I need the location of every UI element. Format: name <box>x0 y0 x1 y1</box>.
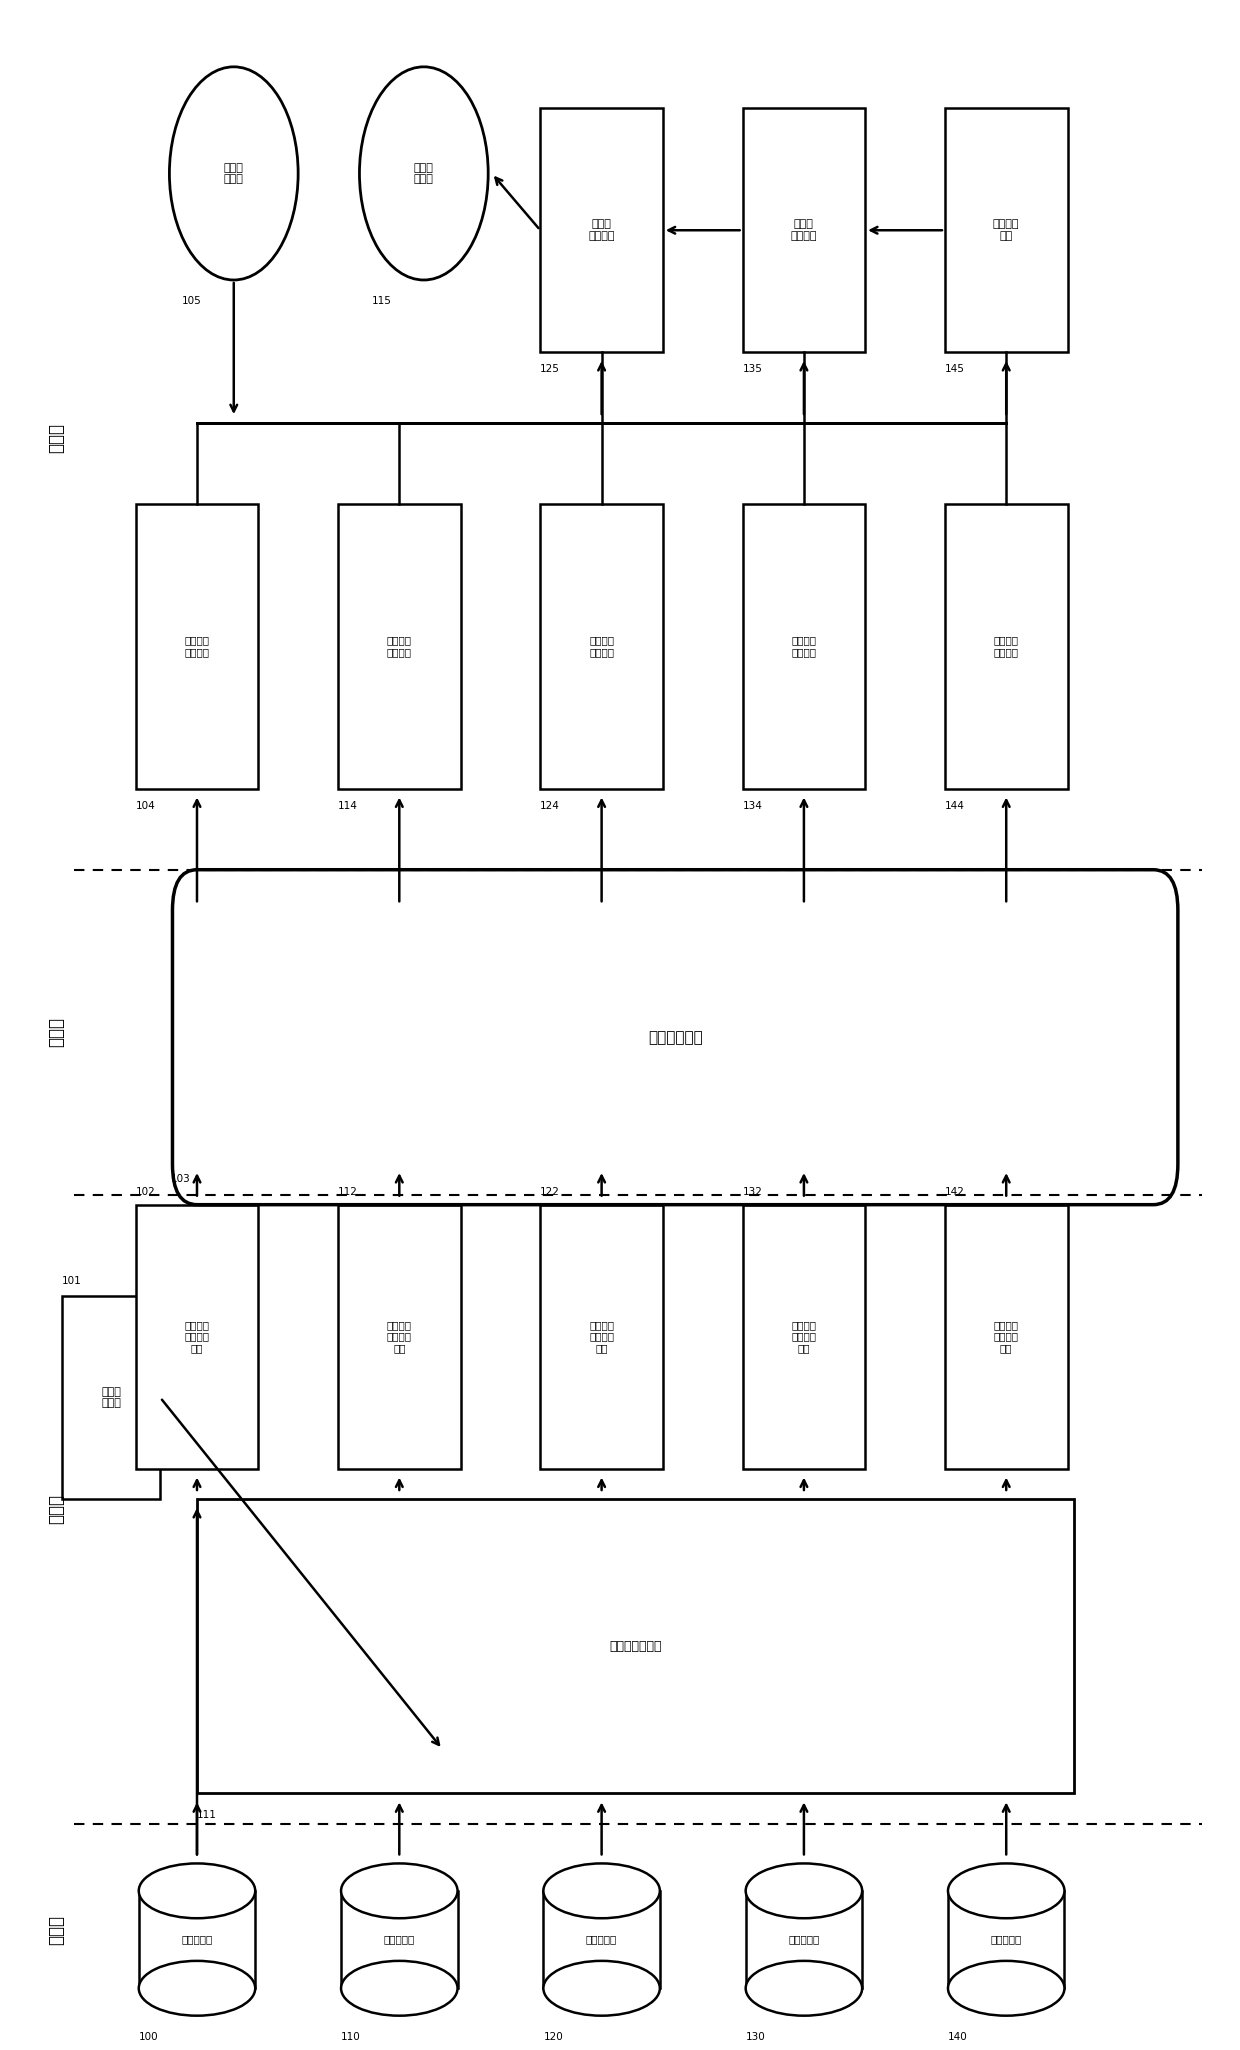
Text: 图片语义
提取模块: 图片语义 提取模块 <box>387 636 412 658</box>
Text: 115: 115 <box>372 297 392 305</box>
Ellipse shape <box>543 1962 660 2015</box>
Text: 数据域: 数据域 <box>47 1915 64 1945</box>
Text: 图片语义
模型训练
模块: 图片语义 模型训练 模块 <box>387 1320 412 1353</box>
Bar <box>339 504 460 789</box>
Bar <box>339 1205 460 1468</box>
Text: 120: 120 <box>543 2032 563 2042</box>
Text: 135: 135 <box>743 365 763 375</box>
Bar <box>135 1205 258 1468</box>
Bar <box>541 1205 663 1468</box>
Text: 其他语义
提取模块: 其他语义 提取模块 <box>993 636 1019 658</box>
Text: 125: 125 <box>541 365 560 375</box>
Bar <box>139 1890 255 1988</box>
Text: 124: 124 <box>541 802 560 810</box>
Text: 144: 144 <box>945 802 965 810</box>
Text: 音频数据集: 音频数据集 <box>587 1935 618 1945</box>
Text: 145: 145 <box>945 365 965 375</box>
Text: 130: 130 <box>745 2032 765 2042</box>
Ellipse shape <box>170 68 298 281</box>
Bar <box>743 504 866 789</box>
Text: 文本数据集: 文本数据集 <box>181 1935 212 1945</box>
Ellipse shape <box>543 1863 660 1919</box>
Text: 图片数据集: 图片数据集 <box>383 1935 415 1945</box>
Text: 文本语义
模型训练
模块: 文本语义 模型训练 模块 <box>185 1320 210 1353</box>
Text: 视频语义
提取模块: 视频语义 提取模块 <box>791 636 816 658</box>
Bar <box>62 1296 160 1499</box>
Bar <box>197 1499 1074 1794</box>
Text: 输入查
询结果: 输入查 询结果 <box>224 162 244 184</box>
Text: 114: 114 <box>339 802 358 810</box>
Ellipse shape <box>139 1962 255 2015</box>
Text: 视频数据集: 视频数据集 <box>789 1935 820 1945</box>
FancyBboxPatch shape <box>172 869 1178 1205</box>
Ellipse shape <box>341 1863 458 1919</box>
Bar <box>341 1890 458 1988</box>
Bar <box>945 109 1068 353</box>
Ellipse shape <box>360 68 489 281</box>
Bar <box>945 1205 1068 1468</box>
Text: 111: 111 <box>197 1810 217 1820</box>
Bar <box>745 1890 862 1988</box>
Text: 104: 104 <box>135 802 155 810</box>
Ellipse shape <box>949 1863 1064 1919</box>
Bar <box>541 504 663 789</box>
Ellipse shape <box>949 1962 1064 2015</box>
Text: 110: 110 <box>341 2032 361 2042</box>
Text: 103: 103 <box>171 1175 191 1185</box>
Text: 音频语义
提取模块: 音频语义 提取模块 <box>589 636 614 658</box>
Text: 文本语义
提取模块: 文本语义 提取模块 <box>185 636 210 658</box>
Ellipse shape <box>139 1863 255 1919</box>
Text: 文本语义空间: 文本语义空间 <box>647 1029 703 1046</box>
Bar <box>743 1205 866 1468</box>
Text: 离线域: 离线域 <box>47 1494 64 1525</box>
Bar <box>949 1890 1064 1988</box>
Text: 134: 134 <box>743 802 763 810</box>
Bar <box>543 1890 660 1988</box>
Text: 返回查
询结果: 返回查 询结果 <box>414 162 434 184</box>
Text: 105: 105 <box>182 297 201 305</box>
Bar <box>135 504 258 789</box>
Text: 101: 101 <box>62 1275 82 1285</box>
Ellipse shape <box>745 1863 862 1919</box>
Text: 122: 122 <box>541 1187 560 1197</box>
Text: 语义域: 语义域 <box>47 1017 64 1048</box>
Bar <box>743 109 866 353</box>
Text: 142: 142 <box>945 1187 965 1197</box>
Text: 数据集处理模块: 数据集处理模块 <box>609 1640 662 1652</box>
Text: 查询表达
模块: 查询表达 模块 <box>993 219 1019 242</box>
Text: 其他数据集: 其他数据集 <box>991 1935 1022 1945</box>
Text: 音频语义
模型训练
模块: 音频语义 模型训练 模块 <box>589 1320 614 1353</box>
Text: 其他语义
模型训练
模块: 其他语义 模型训练 模块 <box>993 1320 1019 1353</box>
Text: 视频语义
模型训练
模块: 视频语义 模型训练 模块 <box>791 1320 816 1353</box>
Ellipse shape <box>745 1962 862 2015</box>
Text: 132: 132 <box>743 1187 763 1197</box>
Text: 相关度
计算模块: 相关度 计算模块 <box>791 219 817 242</box>
Text: 标签提
取模块: 标签提 取模块 <box>102 1386 122 1408</box>
Text: 100: 100 <box>139 2032 159 2042</box>
Bar <box>541 109 663 353</box>
Ellipse shape <box>341 1962 458 2015</box>
Text: 在线域: 在线域 <box>47 424 64 453</box>
Text: 102: 102 <box>135 1187 155 1197</box>
Text: 相关度
排序模块: 相关度 排序模块 <box>588 219 615 242</box>
Text: 140: 140 <box>949 2032 967 2042</box>
Text: 112: 112 <box>339 1187 358 1197</box>
Bar <box>945 504 1068 789</box>
